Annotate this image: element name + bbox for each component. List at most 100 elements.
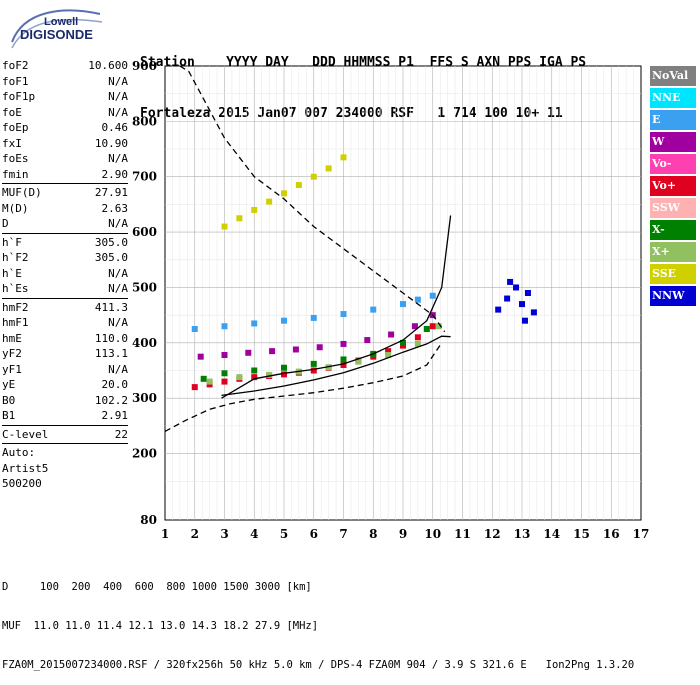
data-point — [281, 190, 287, 197]
data-point — [269, 348, 276, 355]
param-value: N/A — [108, 282, 128, 295]
data-point — [325, 165, 332, 172]
legend-entry: SSW — [650, 198, 696, 218]
legend-entry: SSE — [650, 264, 696, 284]
data-point — [236, 374, 243, 381]
param-value: N/A — [108, 74, 128, 88]
x-tick-label: 17 — [633, 527, 650, 541]
param-separator — [2, 232, 128, 234]
param-row: foF2 10.600 — [2, 58, 132, 74]
param-row: hmF1 N/A — [2, 315, 132, 331]
param-row: fxI 10.90 — [2, 136, 132, 152]
logo-line1: Lowell — [44, 16, 78, 28]
data-point — [429, 323, 436, 330]
param-name: hmF1 — [2, 316, 29, 329]
param-row: foF1p N/A — [2, 89, 132, 105]
data-point — [355, 358, 362, 365]
data-point — [292, 346, 299, 353]
param-name: fxI — [2, 136, 22, 150]
data-point — [295, 182, 302, 189]
data-point — [504, 295, 511, 302]
param-row: h`E N/A — [2, 266, 132, 282]
data-point — [200, 375, 207, 382]
param-name: fmin — [2, 167, 29, 181]
data-point — [521, 317, 528, 324]
param-value: 0.46 — [101, 121, 129, 134]
data-point — [495, 306, 502, 313]
data-point — [221, 352, 228, 359]
legend-entry: W — [650, 132, 696, 152]
data-point — [191, 325, 198, 332]
data-point — [340, 154, 347, 161]
param-value: N/A — [108, 316, 128, 329]
data-point — [340, 356, 347, 363]
data-point — [245, 349, 252, 356]
legend-entry: Vo+ — [650, 176, 696, 196]
param-row: Artist5 — [2, 461, 132, 477]
param-separator — [2, 443, 128, 444]
x-tick-label: 12 — [484, 527, 501, 541]
param-row: B1 2.91 — [2, 408, 132, 424]
curve-profile — [221, 335, 451, 397]
curve-muf-top — [179, 65, 446, 333]
param-row: fmin 2.90 — [2, 167, 132, 183]
param-name: B0 — [2, 393, 16, 407]
data-point — [423, 325, 430, 332]
param-name: hmE — [2, 331, 22, 345]
param-name: foE — [2, 105, 22, 119]
legend: NoVal NNE E W Vo- Vo+ SSW X- X+ SSE NNW — [650, 66, 696, 308]
data-point — [340, 311, 347, 318]
param-value: N/A — [108, 266, 128, 280]
data-point — [266, 198, 273, 205]
param-name: M(D) — [2, 201, 29, 215]
data-point — [340, 361, 347, 368]
param-separator — [2, 424, 128, 426]
y-tick-label: 800 — [132, 114, 157, 128]
param-value: 113.1 — [94, 347, 128, 360]
data-point — [429, 292, 436, 299]
data-point — [414, 296, 421, 303]
param-name: h`Es — [2, 282, 29, 295]
data-point — [221, 378, 228, 385]
param-name: hmF2 — [2, 300, 29, 314]
data-point — [221, 323, 228, 330]
param-value: 2.91 — [101, 409, 129, 422]
param-name: foEs — [2, 152, 29, 165]
param-row: D N/A — [2, 216, 132, 232]
x-tick-label: 13 — [514, 527, 531, 541]
y-tick-label: 400 — [132, 336, 157, 350]
param-separator — [2, 297, 128, 299]
param-row: M(D) 2.63 — [2, 201, 132, 217]
param-name: C-level — [2, 427, 49, 441]
data-point — [519, 301, 525, 308]
legend-entry: E — [650, 110, 696, 130]
data-point — [221, 223, 228, 230]
data-point — [251, 206, 258, 213]
x-tick-label: 1 — [161, 527, 169, 541]
data-point — [414, 340, 421, 347]
x-tick-label: 15 — [573, 527, 590, 541]
param-value: N/A — [108, 105, 128, 119]
data-point — [206, 378, 213, 385]
param-row: B0 102.2 — [2, 393, 132, 409]
param-name: foEp — [2, 121, 29, 134]
data-point — [266, 371, 273, 378]
data-point — [251, 320, 258, 327]
param-row: yF2 113.1 — [2, 346, 132, 362]
data-point — [251, 367, 258, 374]
param-name: Artist5 — [2, 461, 49, 475]
data-point — [364, 337, 371, 344]
data-point — [507, 278, 514, 285]
data-point — [310, 360, 317, 367]
muf-row: MUF 11.0 11.0 11.4 12.1 13.0 14.3 18.2 2… — [2, 620, 319, 632]
param-row: foEp 0.46 — [2, 120, 132, 136]
footer: D 100 200 400 600 800 1000 1500 3000 [km… — [2, 555, 634, 685]
param-name: h`F — [2, 235, 22, 249]
data-point — [370, 306, 377, 313]
x-tick-label: 4 — [250, 527, 258, 541]
curve-muf-left — [164, 342, 443, 432]
legend-entry: NoVal — [650, 66, 696, 86]
param-value: 102.2 — [94, 393, 128, 407]
param-row: hmE 110.0 — [2, 331, 132, 347]
x-tick-label: 10 — [424, 527, 441, 541]
